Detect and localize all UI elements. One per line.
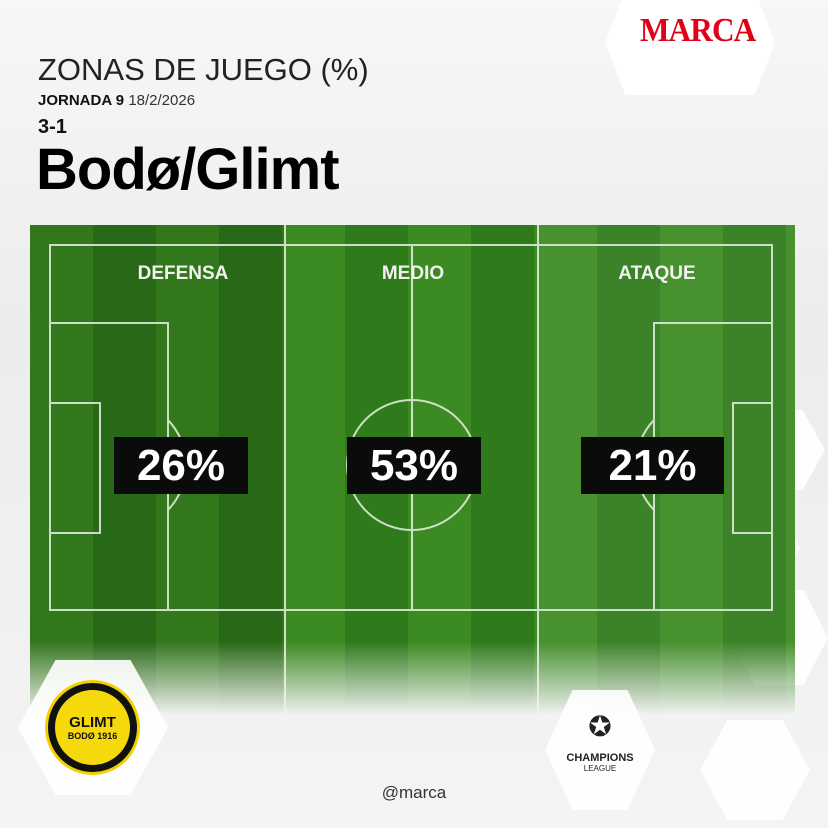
club-badge: GLIMT BODØ 1916 [45, 680, 140, 775]
social-handle: @marca [381, 783, 447, 802]
brand-tab [605, 0, 775, 95]
club-badge-top-text: GLIMT [69, 714, 116, 731]
chart-title: ZONAS DE JUEGO (%) [38, 52, 369, 87]
zone-percent-ataque: 21% [581, 437, 724, 494]
zone-label-ataque: ATAQUE [618, 263, 696, 284]
round-label: JORNADA 9 [38, 92, 125, 109]
zone-label-medio: MEDIO [381, 263, 445, 284]
match-info: JORNADA 9 18/2/2026 [38, 92, 195, 109]
champions-league-logo: ✪ CHAMPIONS LEAGUE [560, 711, 640, 774]
club-badge-bottom-text: BODØ 1916 [67, 731, 118, 741]
zone-percent-medio: 53% [347, 437, 481, 494]
zone-percent-defensa: 26% [114, 437, 248, 494]
team-name: Bodø/Glimt [36, 137, 340, 202]
match-score: 3-1 [38, 116, 67, 138]
competition-name-line2: LEAGUE [583, 764, 617, 773]
competition-name-line1: CHAMPIONS [566, 752, 634, 764]
marca-logo: MARCA [640, 12, 756, 49]
starball-icon: ✪ [588, 711, 612, 742]
zone-label-defensa: DEFENSA [137, 263, 229, 284]
match-date: 18/2/2026 [128, 92, 196, 109]
